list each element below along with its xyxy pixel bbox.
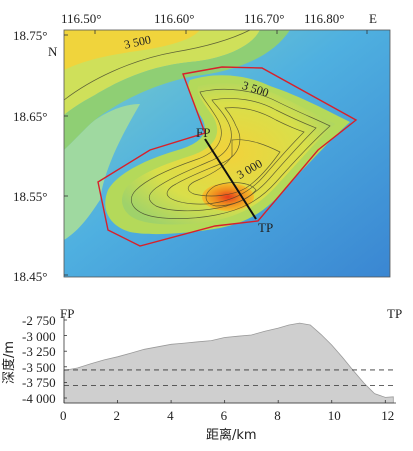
- profile-xlabel: 距离/km: [206, 428, 257, 443]
- study-area-boundary: [97, 66, 358, 247]
- profile-x-ticks: [63, 400, 386, 403]
- reference-dashed-lines: [64, 369, 396, 386]
- lon-tick-2: 116.60°: [154, 11, 195, 26]
- map-canvas: [63, 29, 391, 278]
- map-tick-marks: [64, 30, 368, 276]
- profile-line-fp-tp: [204, 138, 257, 220]
- seamount-mid: [122, 83, 335, 225]
- map-frame: [63, 29, 391, 278]
- lat-tick-1: 18.75°: [13, 28, 48, 43]
- lon-tick-4: 116.80°: [304, 11, 345, 26]
- x-tick-label: 0: [60, 408, 67, 423]
- map-label-fp: FP: [196, 125, 211, 140]
- x-tick-label: 8: [274, 408, 281, 423]
- contour-lines: [63, 29, 331, 219]
- lon-direction: E: [369, 11, 377, 26]
- profile-label-tp: TP: [387, 306, 403, 321]
- north-yellow-core: [64, 30, 200, 70]
- lat-tick-4: 18.45°: [13, 269, 48, 284]
- seamount-summit: [202, 183, 254, 211]
- lon-tick-3: 116.70°: [244, 11, 285, 26]
- northwest-shelf-edge: [64, 30, 290, 150]
- profile-label-fp: FP: [60, 306, 75, 321]
- y-tick-label: -3 500: [22, 359, 56, 375]
- west-slope: [64, 104, 140, 240]
- profile-ylabel: 深度/m: [2, 340, 18, 385]
- lat-direction: N: [48, 44, 58, 59]
- y-tick-label: -4 000: [22, 391, 56, 406]
- y-tick-label: -3 250: [22, 344, 56, 360]
- x-tick-label: 2: [113, 408, 121, 423]
- y-tick-label: -3 000: [22, 328, 56, 344]
- lat-tick-3: 18.55°: [13, 189, 48, 204]
- y-tick-label: -3 750: [22, 375, 56, 391]
- profile-y-ticks: [64, 319, 67, 399]
- y-tick-label: -2 750: [22, 313, 56, 328]
- x-tick-label: 4: [167, 408, 174, 423]
- profile-area: [63, 322, 394, 404]
- map-label-tp: TP: [258, 220, 274, 235]
- x-tick-label: 12: [381, 408, 395, 423]
- lat-tick-2: 18.65°: [13, 109, 48, 124]
- x-tick-label: 6: [220, 408, 228, 423]
- x-tick-label: 10: [327, 408, 341, 423]
- lon-tick-1: 116.50°: [61, 11, 102, 26]
